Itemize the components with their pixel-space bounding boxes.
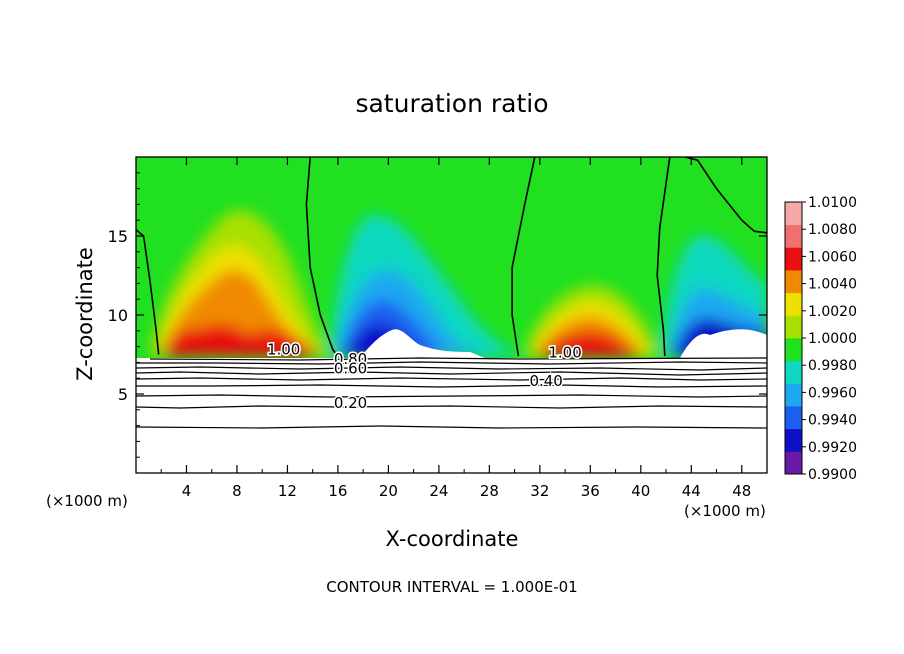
colorbar-swatch <box>785 270 802 294</box>
colorbar-label: 1.0040 <box>808 277 857 293</box>
colorbar-swatch <box>785 406 802 430</box>
colorbar-label: 0.9940 <box>808 413 857 429</box>
plume-high-2-core <box>540 332 640 357</box>
contour-label: 0.20 <box>334 394 367 412</box>
colorbar-label: 1.0000 <box>808 331 857 347</box>
colorbar-swatch <box>785 247 802 271</box>
colorbar-swatch <box>785 428 802 452</box>
x-tick-label: 48 <box>732 482 751 500</box>
y-axis-label: Z-coordinate <box>73 247 97 381</box>
x-tick-label: 28 <box>480 482 499 500</box>
colorbar: 0.9900 0.9920 0.9940 0.9960 0.9980 1.0000 1.00… <box>784 195 857 483</box>
contour-line-1 <box>149 357 767 361</box>
colorbar-label: 1.0060 <box>808 249 857 265</box>
colorbar-label: 0.9920 <box>808 440 857 456</box>
colorbar-swatch <box>785 338 802 362</box>
contour-label: 0.40 <box>529 372 562 390</box>
saturation-boundary-line <box>511 157 536 357</box>
saturation-boundaries <box>136 157 767 357</box>
contour-line-3 <box>136 366 767 371</box>
x-tick-label: 40 <box>631 482 650 500</box>
y-tick-label: 5 <box>118 385 128 404</box>
chart-title: saturation ratio <box>355 89 548 118</box>
colorbar-label: 0.9900 <box>808 467 857 483</box>
saturation-boundary-line <box>305 157 339 357</box>
contour-line-2 <box>136 361 767 365</box>
x-tick-label: 24 <box>429 482 448 500</box>
contour-interval-note: CONTOUR INTERVAL = 1.000E-01 <box>326 578 577 596</box>
colorbar-swatch <box>785 383 802 407</box>
blank-hump-1 <box>360 329 485 358</box>
x-tick-label: 44 <box>682 482 701 500</box>
contour-line-4 <box>136 371 767 376</box>
x-tick-label: 4 <box>182 482 192 500</box>
contour-line-8 <box>136 405 767 409</box>
colorbar-label: 1.0080 <box>808 222 857 238</box>
contour-label: 1.00 <box>267 341 300 359</box>
x-tick-label: 32 <box>530 482 549 500</box>
saturation-boundary-line <box>136 229 160 355</box>
contour-line-5 <box>136 377 767 381</box>
y-tick-label: 15 <box>108 227 128 246</box>
plume-high-1-core <box>160 324 320 357</box>
colorbar-swatch <box>785 292 802 316</box>
colorbar-label: 0.9980 <box>808 358 857 374</box>
x-tick-label: 12 <box>278 482 297 500</box>
contour-labels: 1.00 0.800.60 1.00 0.40 0.20 <box>265 339 583 414</box>
x-tick-label: 8 <box>232 482 242 500</box>
x-tick-label: 36 <box>581 482 600 500</box>
colorbar-swatch <box>785 202 802 226</box>
contour-line-6 <box>136 384 767 388</box>
blank-hump-2 <box>680 329 767 358</box>
subsaturated-lower-region <box>136 358 767 473</box>
saturation-field <box>136 157 767 473</box>
saturation-boundary-line <box>656 157 671 357</box>
saturation-boundary-line <box>684 157 767 234</box>
colorbar-label: 1.0100 <box>808 195 857 211</box>
contour-label: 1.00 <box>548 344 581 362</box>
colorbar-swatch <box>785 315 802 339</box>
x-tick-label: 16 <box>328 482 347 500</box>
x-unit-label-left: (×1000 m) <box>46 492 128 510</box>
colorbar-label: 1.0020 <box>808 304 857 320</box>
x-tick-label: 20 <box>379 482 398 500</box>
y-tick-label: 10 <box>108 306 128 325</box>
contour-label: 0.80 <box>334 350 367 368</box>
contour-label: 0.60 <box>334 359 367 377</box>
y-axis: 5 10 15 <box>108 172 767 458</box>
colorbar-swatch <box>785 451 802 475</box>
colorbar-label: 0.9960 <box>808 385 857 401</box>
contour-line-9 <box>136 425 767 429</box>
colorbar-swatch <box>785 360 802 384</box>
x-axis-label: X-coordinate <box>386 527 519 551</box>
contour-lines <box>136 357 767 429</box>
x-unit-label-right: (×1000 m) <box>684 502 766 520</box>
colorbar-swatch <box>785 224 802 248</box>
x-axis: 4 8 12 16 20 24 28 32 36 40 44 48 <box>160 157 751 500</box>
contour-line-7 <box>136 394 767 398</box>
